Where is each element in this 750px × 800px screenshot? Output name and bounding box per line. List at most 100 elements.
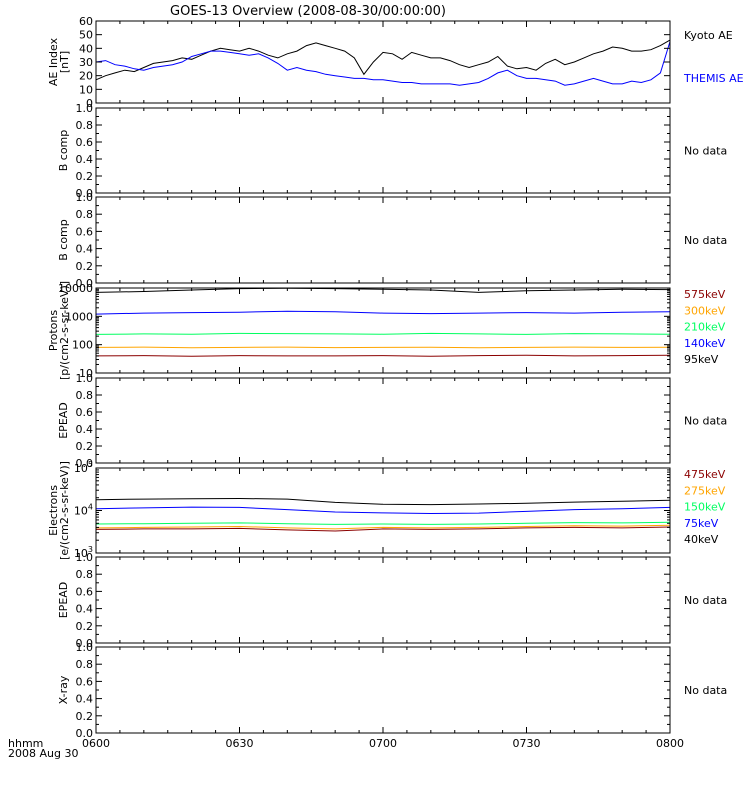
- legend-entry: 210keV: [684, 321, 726, 334]
- plot-title: GOES-13 Overview (2008-08-30/00:00:00): [170, 4, 446, 19]
- panel-6: 103 104 105 Electrons[e/(cm2-s-sr-keV)] 475k…: [47, 460, 726, 560]
- panel-2: 0.0 0.2 0.4 0.6 0.8 1.0 B comp No data: [57, 102, 727, 200]
- y-tick-label: 0.0: [76, 457, 94, 470]
- y-axis-label-line1: Protons: [47, 310, 60, 351]
- series-line-75kev: [95, 506, 671, 515]
- legend-entry: 475keV: [684, 468, 726, 481]
- panel-5: 0.0 0.2 0.4 0.6 0.8 1.0 EPEAD No data: [57, 372, 727, 470]
- panel-4: 10 100 1000 10000 Protons[p/(cm2-s-sr-keV)] 5…: [47, 281, 726, 380]
- y-axis-label-line2: [nT]: [58, 51, 71, 73]
- panel-frame: [95, 107, 671, 194]
- y-tick-label: 10: [79, 367, 93, 380]
- series-line-275kev: [95, 524, 671, 530]
- legend-entry: THEMIS AE: [683, 72, 744, 85]
- y-tick-label: 0.4: [76, 603, 94, 616]
- y-tick-label: 0.6: [76, 585, 94, 598]
- y-axis-label: EPEAD: [57, 582, 70, 619]
- y-tick-label: 0.6: [76, 225, 94, 238]
- y-tick-label: 1000: [65, 310, 93, 323]
- y-tick-label: 0.2: [76, 440, 94, 453]
- y-tick-label: 50: [79, 29, 93, 42]
- legend-entry: 95keV: [684, 353, 719, 366]
- y-axis-label-line1: Electrons: [47, 485, 60, 536]
- legend-entry: Kyoto AE: [684, 29, 733, 42]
- y-tick-label: 1.0: [76, 551, 94, 564]
- panel-frame: [95, 467, 671, 554]
- legend-entry: 40keV: [684, 533, 719, 546]
- no-data-note: No data: [684, 684, 727, 697]
- time-axis-label-line2: 2008 Aug 30: [8, 747, 78, 760]
- no-data-note: No data: [684, 594, 727, 607]
- y-tick-label: 0.2: [76, 170, 94, 183]
- no-data-note: No data: [684, 234, 727, 247]
- panel-frame: [95, 196, 671, 284]
- series-line-475kev: [95, 526, 671, 532]
- y-axis-label-line2: [e/(cm2-s-sr-keV)]: [58, 461, 71, 560]
- series-line-150kev: [95, 521, 671, 525]
- series-line-210kev: [95, 332, 671, 335]
- y-tick-label: 0.8: [76, 119, 94, 132]
- y-tick-label: 0.0: [76, 637, 94, 650]
- panel-3: 0.0 0.2 0.4 0.6 0.8 1.0 B comp No data: [57, 191, 727, 290]
- x-tick-label: 0630: [226, 737, 254, 750]
- x-tick-label: 0600: [82, 737, 110, 750]
- panel-8: 0.0 0.2 0.4 0.6 0.8 1.0 X-ray No data: [57, 641, 727, 740]
- y-axis-label: X-ray: [57, 675, 70, 704]
- y-tick-label: 0.4: [76, 243, 94, 256]
- y-tick-label: 10000: [58, 282, 93, 295]
- x-tick-label: 0730: [513, 737, 541, 750]
- y-tick-label: 0.0: [76, 187, 94, 200]
- legend-entry: 150keV: [684, 501, 726, 514]
- series-line-kyoto-ae: [95, 39, 671, 81]
- y-tick-label: 40: [79, 42, 93, 55]
- y-tick-label: 0.2: [76, 620, 94, 633]
- legend-entry: 75keV: [684, 517, 719, 530]
- y-tick-label: 1.0: [76, 372, 94, 385]
- y-tick-label: 1.0: [76, 102, 94, 115]
- x-tick-label: 0700: [369, 737, 397, 750]
- y-tick-label: 0.8: [76, 208, 94, 221]
- time-axis-label-line1: hhmm: [8, 737, 43, 750]
- no-data-note: No data: [684, 415, 727, 428]
- y-tick-label: 0.6: [76, 406, 94, 419]
- legend-entry: 300keV: [684, 304, 726, 317]
- x-tick-label: 0800: [656, 737, 684, 750]
- y-tick-label: 0.6: [76, 675, 94, 688]
- legend-entry: 275keV: [684, 484, 726, 497]
- y-tick-label: 0.2: [76, 710, 94, 723]
- series-line-300kev: [95, 346, 671, 349]
- y-tick-label: 103: [74, 545, 93, 560]
- y-tick-label: 60: [79, 15, 93, 28]
- y-tick-label: 0.0: [76, 277, 94, 290]
- y-tick-label: 30: [79, 56, 93, 69]
- y-tick-label: 0.4: [76, 693, 94, 706]
- y-axis-label-line1: AE Index: [47, 37, 60, 86]
- y-tick-label: 0.2: [76, 260, 94, 273]
- y-tick-label: 0.8: [76, 658, 94, 671]
- series-line-40kev: [95, 497, 671, 506]
- y-axis-label: EPEAD: [57, 402, 70, 439]
- y-tick-label: 0.6: [76, 136, 94, 149]
- y-tick-label: 104: [74, 503, 93, 518]
- series-line-575kev: [95, 354, 671, 357]
- y-tick-label: 20: [79, 70, 93, 83]
- legend-entry: 140keV: [684, 337, 726, 350]
- y-tick-label: 0.4: [76, 423, 94, 436]
- y-tick-label: 0: [86, 97, 93, 110]
- legend-entry: 575keV: [684, 288, 726, 301]
- y-axis-label: B comp: [57, 130, 70, 172]
- y-tick-label: 105: [74, 460, 93, 475]
- series-line-140kev: [95, 310, 671, 315]
- panel-frame: [95, 556, 671, 644]
- y-tick-label: 0.0: [76, 727, 94, 740]
- y-tick-label: 100: [72, 339, 93, 352]
- y-axis-label-line2: [p/(cm2-s-sr-keV)]: [58, 281, 71, 380]
- panel-frame: [95, 646, 671, 734]
- panel-frame: [95, 377, 671, 464]
- y-tick-label: 1.0: [76, 191, 94, 204]
- y-tick-label: 1.0: [76, 641, 94, 654]
- no-data-note: No data: [684, 145, 727, 158]
